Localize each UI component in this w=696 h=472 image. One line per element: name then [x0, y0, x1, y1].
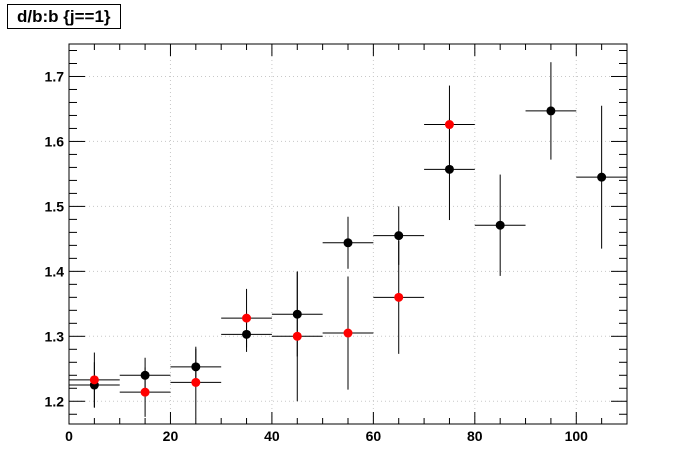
x-tick-label: 20: [163, 428, 179, 444]
data-point: [546, 106, 556, 116]
x-tick-label: 100: [565, 428, 589, 444]
data-point: [597, 172, 607, 182]
y-tick-label: 1.4: [45, 263, 65, 279]
data-point: [343, 238, 353, 248]
chart-title: d/b:b {j==1}: [7, 4, 121, 29]
x-tick-label: 80: [467, 428, 483, 444]
axis-ticks: [68, 44, 628, 424]
series-1: [69, 85, 475, 419]
data-point: [292, 331, 302, 341]
x-tick-label: 0: [65, 428, 73, 444]
y-tick-label: 1.5: [45, 198, 65, 214]
tick-labels: 0 20 40 60 80 100 1.2 1.3 1.4 1.5 1.6 1.7: [45, 68, 589, 444]
data-point: [394, 292, 404, 302]
data-point: [191, 377, 201, 387]
data-point: [343, 328, 353, 338]
x-tick-label: 40: [264, 428, 280, 444]
x-tick-label: 60: [366, 428, 382, 444]
data-marks: [69, 62, 627, 419]
y-tick-label: 1.7: [45, 68, 65, 84]
data-point: [444, 164, 454, 174]
data-point: [140, 387, 150, 397]
data-point: [394, 231, 404, 241]
y-tick-label: 1.2: [45, 393, 65, 409]
y-tick-label: 1.6: [45, 133, 65, 149]
data-point: [242, 313, 252, 323]
y-tick-label: 1.3: [45, 328, 65, 344]
data-point: [89, 375, 99, 385]
data-point: [495, 220, 505, 230]
data-point: [444, 120, 454, 130]
